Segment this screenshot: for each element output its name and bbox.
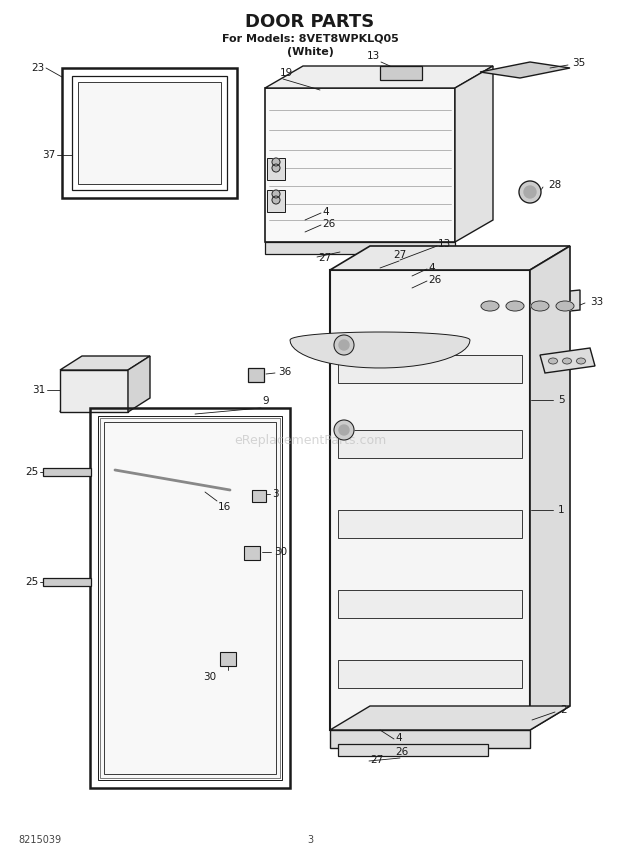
Circle shape	[339, 425, 349, 435]
Ellipse shape	[556, 301, 574, 311]
Ellipse shape	[531, 301, 549, 311]
Bar	[267, 190, 285, 212]
Polygon shape	[128, 356, 150, 412]
Text: 4: 4	[428, 263, 435, 273]
Circle shape	[519, 181, 541, 203]
Polygon shape	[455, 66, 493, 242]
Polygon shape	[60, 356, 150, 370]
Bar	[338, 744, 488, 756]
Circle shape	[272, 158, 280, 166]
Bar	[338, 510, 522, 538]
Text: 23: 23	[32, 63, 45, 73]
Ellipse shape	[577, 358, 585, 364]
Text: 27: 27	[318, 253, 331, 263]
Text: 26: 26	[395, 747, 408, 757]
Text: 19: 19	[280, 68, 293, 78]
Bar	[267, 158, 285, 180]
Polygon shape	[265, 242, 455, 254]
Text: (White): (White)	[286, 47, 334, 57]
Text: 27: 27	[393, 250, 407, 260]
Circle shape	[272, 190, 280, 198]
Bar	[265, 88, 455, 242]
Text: 36: 36	[278, 367, 291, 377]
Text: eReplacementParts.com: eReplacementParts.com	[234, 433, 386, 447]
Bar	[338, 590, 522, 618]
Ellipse shape	[481, 301, 499, 311]
Bar	[248, 368, 264, 382]
Circle shape	[334, 335, 354, 355]
Text: 28: 28	[548, 180, 561, 190]
Text: 3: 3	[307, 835, 313, 845]
Circle shape	[524, 186, 536, 198]
Circle shape	[334, 420, 354, 440]
Text: For Models: 8VET8WPKLQ05: For Models: 8VET8WPKLQ05	[221, 33, 399, 43]
Text: 25: 25	[25, 577, 38, 587]
Text: 8215039: 8215039	[18, 835, 61, 845]
Polygon shape	[540, 348, 595, 373]
Bar	[62, 68, 237, 198]
Bar	[60, 370, 128, 412]
Bar	[43, 578, 91, 586]
Text: 35: 35	[572, 58, 585, 68]
Text: 13: 13	[438, 239, 451, 249]
Bar	[78, 82, 221, 184]
Bar	[338, 660, 522, 688]
Text: 31: 31	[32, 385, 45, 395]
Bar	[43, 468, 91, 476]
Bar	[104, 422, 276, 774]
Text: 13: 13	[367, 51, 380, 61]
Text: 3: 3	[272, 489, 278, 499]
Text: 1: 1	[558, 505, 565, 515]
Polygon shape	[460, 290, 580, 322]
Text: DOOR PARTS: DOOR PARTS	[246, 13, 374, 31]
Bar	[252, 490, 266, 502]
Ellipse shape	[506, 301, 524, 311]
Bar	[330, 270, 530, 730]
Text: 2: 2	[560, 705, 567, 715]
Text: 26: 26	[322, 219, 335, 229]
Text: 25: 25	[25, 467, 38, 477]
Bar	[220, 652, 236, 666]
Bar	[330, 730, 530, 748]
Polygon shape	[330, 706, 570, 730]
Ellipse shape	[562, 358, 572, 364]
Bar	[338, 355, 522, 383]
Text: 33: 33	[590, 297, 603, 307]
Bar	[244, 546, 260, 560]
Polygon shape	[265, 66, 493, 88]
Polygon shape	[480, 62, 570, 78]
Bar	[98, 416, 282, 780]
Polygon shape	[290, 332, 470, 368]
Text: 9: 9	[262, 396, 268, 406]
Ellipse shape	[549, 358, 557, 364]
Text: 5: 5	[558, 395, 565, 405]
Polygon shape	[330, 246, 570, 270]
Text: 30: 30	[274, 547, 287, 557]
Circle shape	[339, 340, 349, 350]
Bar	[380, 66, 422, 80]
Text: 4: 4	[322, 207, 329, 217]
Bar	[90, 408, 290, 788]
Text: 26: 26	[428, 275, 441, 285]
Text: 16: 16	[218, 502, 231, 512]
Bar	[100, 418, 280, 778]
Circle shape	[272, 164, 280, 172]
Circle shape	[272, 196, 280, 204]
Text: 4: 4	[395, 733, 402, 743]
Polygon shape	[530, 246, 570, 730]
Text: 30: 30	[203, 672, 216, 682]
Bar	[338, 430, 522, 458]
Text: 27: 27	[370, 755, 383, 765]
Bar	[72, 76, 227, 190]
Text: 37: 37	[42, 150, 55, 160]
